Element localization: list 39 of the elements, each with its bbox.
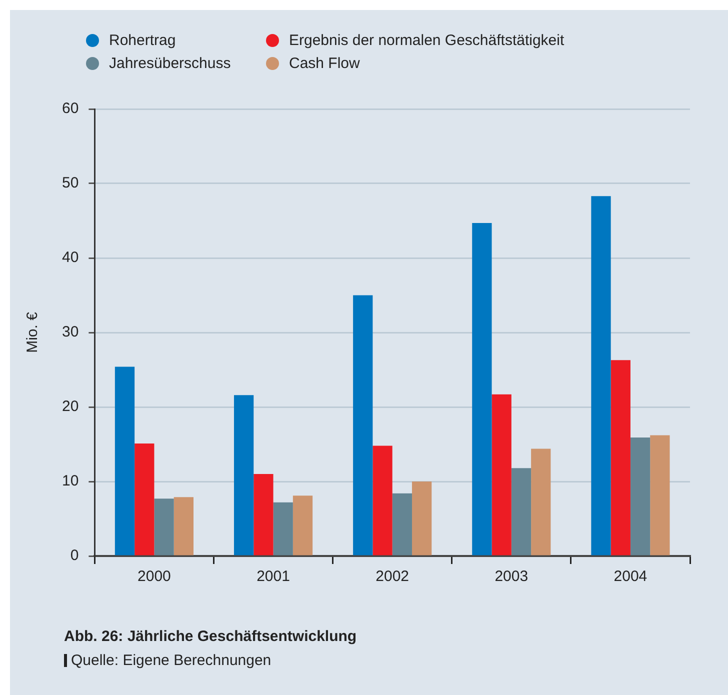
bar [472,222,492,556]
bar [292,496,313,556]
bar [492,394,512,556]
bar [630,438,650,556]
y-tick-label: 60 [62,100,79,118]
y-tick-label: 40 [62,249,79,266]
bar [254,474,274,556]
bar [114,366,135,556]
bar [234,395,254,556]
bar [610,360,630,556]
bar [511,468,532,556]
y-tick-label: 30 [62,324,79,341]
x-tick-label: 2003 [494,568,528,586]
x-tick-label: 2000 [138,568,171,586]
bar [392,493,412,556]
y-tick-label: 50 [62,174,79,192]
bar [154,498,174,556]
bar [531,448,551,556]
y-axis-title: Mio. € [24,311,42,353]
y-tick-label: 20 [62,398,79,416]
x-tick-label: 2002 [376,568,410,586]
x-tick-label: 2004 [614,568,648,586]
caption: Abb. 26: Jährliche Geschäftsentwicklung [64,628,357,645]
bar [412,482,432,556]
bar [273,502,293,556]
legend-label: Ergebnis der normalen Geschäftstätigkeit [289,32,564,49]
x-tick-label: 2001 [256,568,290,586]
source-note: Quelle: Eigene Berechnungen [71,652,272,669]
legend-label: Jahresüberschuss [109,55,231,72]
bar [372,446,392,556]
legend-label: Rohertrag [109,32,176,49]
bar [353,295,373,556]
bar [650,435,670,556]
bar [134,444,154,556]
bar [174,497,194,556]
bar [591,196,611,556]
legend-label: Cash Flow [289,55,360,72]
y-tick-label: 0 [70,547,79,564]
y-tick-label: 10 [62,472,79,490]
